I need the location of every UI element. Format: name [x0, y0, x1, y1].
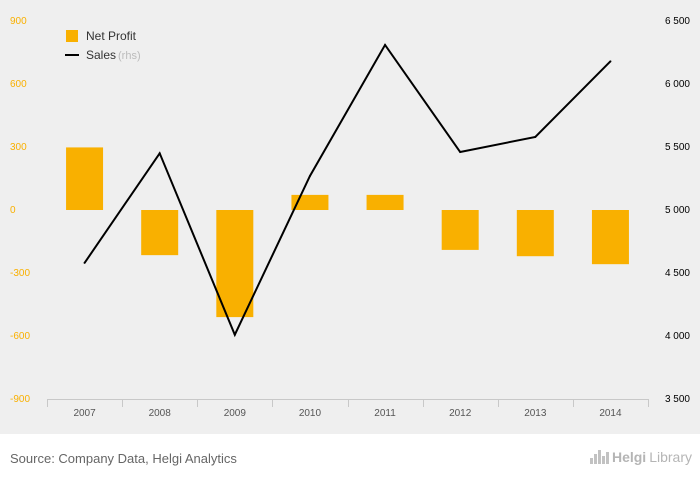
y-right-tick-label: 4 000: [665, 331, 690, 342]
point-sales: [308, 174, 311, 177]
source-note: Source: Company Data, Helgi Analytics: [10, 451, 237, 466]
y-right-tick-label: 6 500: [665, 16, 690, 27]
y-left-tick-label: 600: [10, 79, 27, 90]
bar-net-profit: [366, 194, 404, 210]
point-sales: [384, 43, 387, 46]
bar-net-profit: [441, 210, 479, 250]
x-tick-label: 2013: [524, 408, 547, 419]
line-sales: [83, 43, 612, 338]
x-tick-label: 2014: [599, 408, 622, 419]
legend-swatch-net-profit: [66, 30, 78, 42]
point-sales: [158, 152, 161, 155]
bar-net-profit: [216, 210, 254, 318]
x-tick-label: 2007: [73, 408, 96, 419]
y-left-tick-label: -300: [10, 268, 30, 279]
point-sales: [233, 333, 236, 336]
y-left-tick-label: 900: [10, 16, 27, 27]
y-right-tick-label: 4 500: [665, 268, 690, 279]
point-sales: [534, 135, 537, 138]
x-tick-label: 2012: [449, 408, 472, 419]
logo-text-helgi: Helgi: [611, 449, 647, 465]
point-sales: [459, 151, 462, 154]
bar-net-profit: [291, 194, 329, 210]
x-tick-label: 2011: [374, 408, 396, 419]
x-tick-label: 2010: [299, 408, 322, 419]
point-sales: [83, 261, 86, 264]
logo-text-library: Library: [649, 449, 692, 465]
x-tick-label: 2009: [224, 408, 247, 419]
library-icon: [589, 450, 609, 464]
bar-net-profit: [66, 147, 104, 210]
y-right-tick-label: 3 500: [665, 394, 690, 405]
bar-net-profit: [516, 210, 554, 257]
y-right-tick-label: 5 500: [665, 142, 690, 153]
point-sales: [609, 60, 612, 63]
legend-label-net-profit: Net Profit: [86, 29, 137, 43]
y-left-tick-label: 300: [10, 142, 27, 153]
legend-label-sales: Sales: [86, 48, 116, 62]
helgi-library-logo[interactable]: Helgi Library: [589, 449, 692, 465]
y-left-tick-label: -600: [10, 331, 30, 342]
bar-net-profit: [141, 210, 179, 256]
bar-net-profit: [591, 210, 629, 265]
y-right-tick-label: 6 000: [665, 79, 690, 90]
x-tick-label: 2008: [149, 408, 172, 419]
y-left-tick-label: -900: [10, 394, 30, 405]
combo-chart: 2007 2008 2009 2010 2011 2012 2013 2014 900 600 30…: [10, 16, 690, 419]
y-left-tick-label: 0: [10, 205, 16, 216]
legend-label-rhs: (rhs): [118, 50, 141, 62]
y-right-tick-label: 5 000: [665, 205, 690, 216]
